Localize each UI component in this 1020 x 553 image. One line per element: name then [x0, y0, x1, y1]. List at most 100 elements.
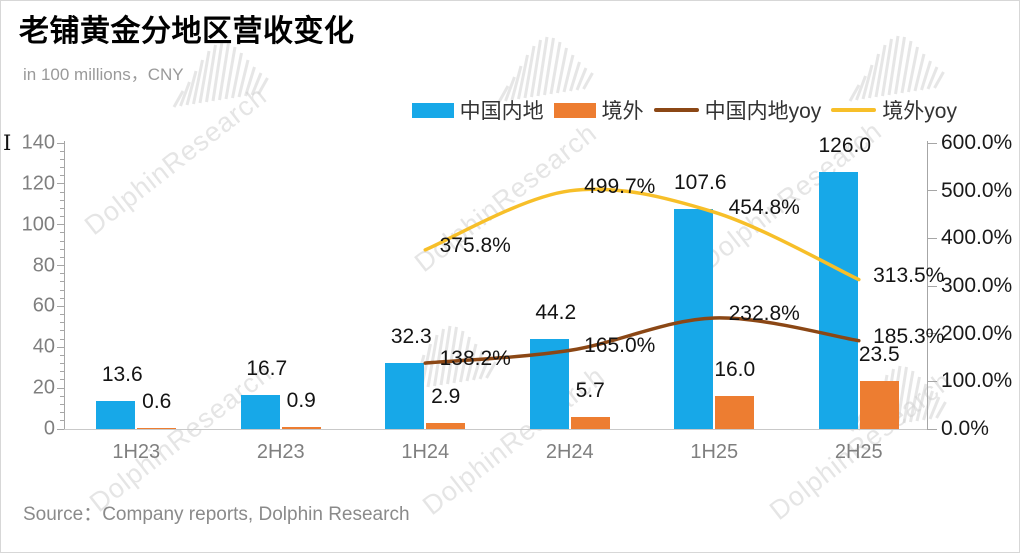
left-axis-tick [57, 346, 64, 348]
right-axis-tick-label: 600.0% [941, 131, 1013, 154]
yoy-line-中国内地yoy [423, 316, 861, 365]
left-axis-tick [60, 297, 64, 299]
legend-item-2: 境外 [553, 95, 644, 125]
left-axis-tick [57, 305, 64, 307]
left-axis-tick [60, 363, 64, 365]
bar-value-label: 23.5 [858, 342, 900, 366]
line-value-label: 138.2% [439, 347, 511, 371]
left-axis-tick-label: 60 [32, 294, 55, 317]
left-axis-tick-label: 0 [43, 417, 55, 440]
bar-value-label: 5.7 [575, 379, 605, 403]
dolphin-logo-watermark [848, 35, 945, 102]
bar-境外-2H25 [859, 380, 899, 429]
left-axis-tick [57, 387, 64, 389]
left-axis-tick [60, 199, 64, 201]
right-axis-tick-label: 400.0% [941, 226, 1013, 250]
left-axis-tick [60, 273, 64, 275]
line-value-label: 165.0% [584, 334, 656, 358]
left-axis-tick [60, 216, 64, 218]
left-axis-tick [57, 265, 64, 267]
left-axis-tick [60, 354, 64, 356]
right-axis-tick [927, 237, 937, 239]
legend-swatch-line [831, 108, 877, 112]
right-axis-tick [927, 142, 937, 144]
left-axis-tick [60, 420, 64, 422]
legend-label: 境外yoy [882, 100, 957, 123]
left-axis-tick [60, 412, 64, 414]
bar-境外-2H24 [570, 417, 610, 429]
legend-label: 中国内地yoy [704, 100, 822, 123]
bar-value-label: 2.9 [431, 385, 461, 409]
left-axis-tick [60, 371, 64, 373]
legend-swatch-bar [553, 102, 596, 118]
bar-value-label: 126.0 [818, 133, 872, 157]
left-axis-tick [60, 338, 64, 340]
left-axis-tick [60, 379, 64, 381]
left-axis-tick-label: 100 [21, 213, 55, 236]
right-axis-tick-label: 300.0% [941, 274, 1013, 297]
bar-境外-1H23 [137, 427, 177, 429]
line-value-label: 185.3% [873, 324, 945, 348]
chart-legend: 中国内地 境外 中国内地yoy 境外yoy [411, 95, 957, 125]
left-axis-tick [60, 150, 64, 152]
left-axis-tick [60, 248, 64, 250]
legend-item-3: 中国内地yoy [653, 95, 822, 125]
page-title: 老铺黄金分地区营收变化 [19, 15, 355, 48]
left-axis-tick-label: 80 [32, 254, 55, 277]
left-axis-tick [60, 281, 64, 283]
left-axis-tick [60, 314, 64, 316]
text-cursor-artifact: I [3, 131, 12, 155]
legend-swatch-line [653, 108, 699, 112]
x-axis-line [64, 428, 937, 430]
left-axis-tick [60, 158, 64, 160]
left-axis-tick [57, 142, 64, 144]
chart-subtitle-units: in 100 millions，CNY [23, 65, 184, 84]
yoy-line-境外yoy [423, 187, 861, 282]
bar-中国内地-2H23 [240, 394, 280, 429]
line-value-label: 313.5% [873, 263, 945, 287]
x-axis-category-label: 1H25 [690, 441, 739, 463]
right-axis-tick-label: 500.0% [941, 178, 1013, 202]
line-value-label: 499.7% [584, 174, 656, 198]
bar-value-label: 44.2 [535, 300, 577, 324]
legend-label: 境外 [601, 100, 644, 123]
x-axis-category-label: 1H24 [401, 441, 450, 463]
line-value-label: 375.8% [439, 233, 511, 257]
left-axis-tick-label: 140 [21, 131, 55, 154]
bar-中国内地-1H24 [385, 363, 425, 429]
left-axis-tick [60, 167, 64, 168]
legend-label: 中国内地 [459, 100, 544, 123]
right-axis-tick-label: 100.0% [941, 369, 1013, 393]
x-axis-category-label: 1H23 [112, 441, 161, 463]
line-value-label: 454.8% [728, 196, 800, 220]
left-axis-tick [60, 191, 64, 193]
right-axis-tick [927, 190, 937, 192]
bar-中国内地-2H25 [818, 171, 858, 429]
left-axis-tick [60, 175, 64, 177]
right-axis-tick-label: 0.0% [941, 417, 989, 440]
right-axis-tick [927, 428, 937, 430]
left-axis-tick-label: 120 [21, 172, 55, 195]
x-axis-category-label: 2H24 [545, 441, 594, 463]
left-axis-tick [60, 403, 64, 405]
left-axis-tick [60, 256, 64, 258]
x-axis-category-label: 2H23 [256, 441, 305, 463]
dolphin-logo-watermark [497, 36, 594, 103]
legend-item-4: 境外yoy [831, 95, 957, 125]
left-axis-tick-label: 20 [32, 376, 55, 399]
left-axis-tick [60, 232, 64, 234]
left-axis-tick [60, 289, 64, 291]
bar-value-label: 16.7 [246, 356, 288, 380]
bar-value-label: 0.9 [286, 389, 316, 413]
right-axis-tick-label: 200.0% [941, 321, 1013, 345]
left-axis-tick [60, 395, 64, 397]
right-axis-tick [927, 285, 937, 287]
left-axis-tick [57, 183, 64, 185]
left-axis-line [63, 141, 65, 430]
left-axis-tick [57, 428, 64, 430]
legend-swatch-bar [411, 102, 454, 118]
left-axis-tick [60, 322, 64, 324]
bar-中国内地-1H23 [96, 401, 136, 429]
